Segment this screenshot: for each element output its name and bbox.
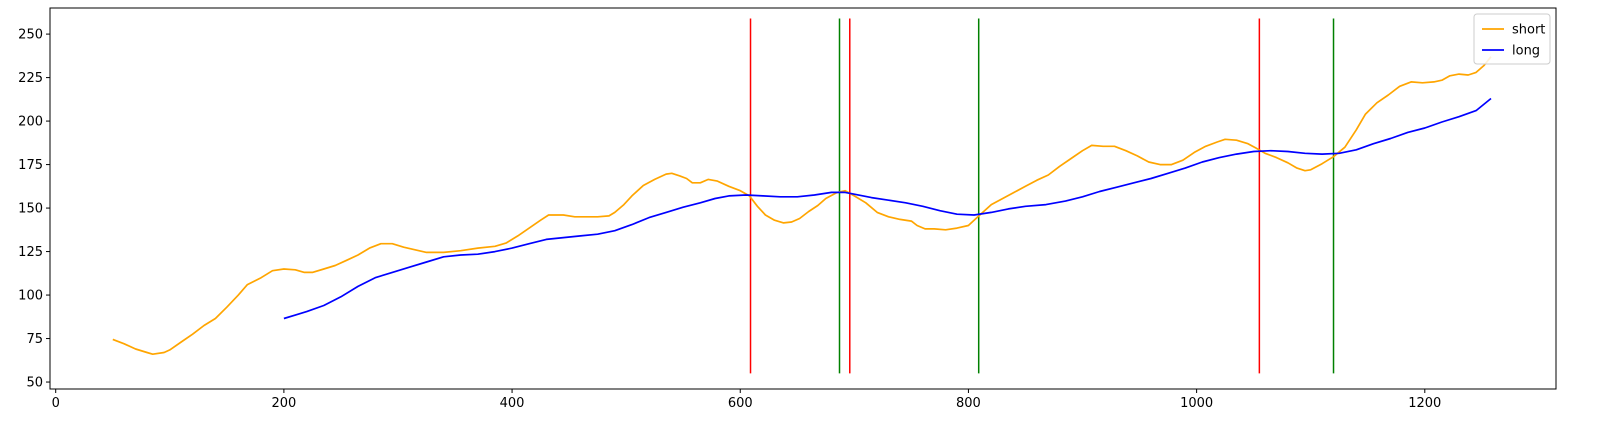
legend: short long (1473, 13, 1551, 65)
x-tick-label: 1000 (1180, 396, 1213, 411)
legend-box (1473, 13, 1551, 65)
y-tick-label: 250 (18, 28, 43, 43)
y-tick-label: 75 (26, 332, 43, 347)
x-tick-label: 1200 (1408, 396, 1441, 411)
vertical-marker-lines (749, 18, 1335, 374)
y-tick-label: 200 (18, 115, 43, 130)
y-tick-label: 175 (18, 158, 43, 173)
plot-frame (49, 7, 1557, 390)
x-tick-label: 400 (500, 396, 525, 411)
y-tick-label: 225 (18, 71, 43, 86)
x-tick-label: 600 (728, 396, 753, 411)
x-tick-label: 800 (956, 396, 981, 411)
y-tick-label: 125 (18, 245, 43, 260)
series-lines (112, 56, 1492, 356)
x-tick-label: 200 (271, 396, 296, 411)
legend-label-long: long (1512, 44, 1540, 59)
legend-label-short: short (1512, 23, 1545, 38)
series-line-short (112, 56, 1492, 356)
y-tick-label: 100 (18, 289, 43, 304)
series-line-long (283, 97, 1492, 320)
x-tick-label: 0 (52, 396, 60, 411)
y-tick-label: 150 (18, 202, 43, 217)
y-axis: 50 75 100 125 150 175 200 225 250 (18, 28, 50, 391)
y-tick-label: 50 (26, 376, 43, 391)
x-axis: 0 200 400 600 800 1000 1200 (52, 389, 1441, 411)
